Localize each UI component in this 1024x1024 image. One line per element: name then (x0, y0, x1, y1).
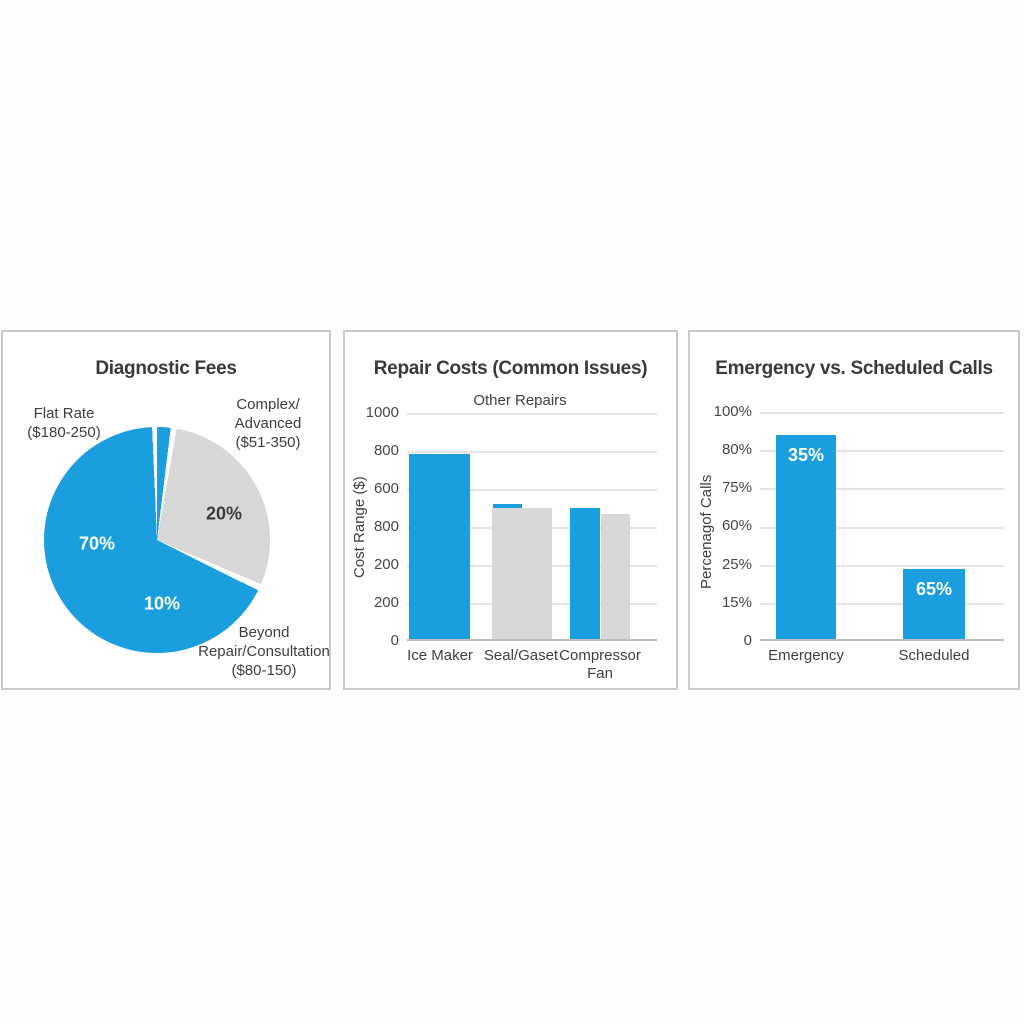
y-tick-label: 75% (721, 479, 752, 496)
bar-seal-gaset-grey (492, 507, 552, 639)
x-tick-label-emergency: Emergency (768, 647, 844, 664)
bar-compressor-fan-grey (601, 513, 630, 639)
slice-label-line: ($51-350) (235, 434, 301, 451)
gridline (760, 412, 1004, 414)
repair-costs-card: Repair Costs (Common Issues) Other Repai… (343, 330, 678, 690)
bar-value-label: 65% (915, 579, 953, 600)
x-tick-label-ice-maker: Ice Maker (407, 647, 473, 664)
gridline (760, 450, 1004, 452)
y-tick-label: 80% (721, 441, 752, 458)
gridline (407, 413, 657, 415)
x-tick-label-compressor-fan: Compressor Fan (559, 647, 641, 683)
y-tick-label: 100% (713, 403, 752, 420)
x-tick-line: Compressor (559, 647, 641, 664)
slice-label-line: Complex/ (236, 396, 300, 413)
chart-subtitle: Other Repairs (473, 392, 567, 409)
x-tick-line: Fan (587, 665, 613, 682)
pie-chart (44, 427, 270, 653)
gridline (407, 451, 657, 453)
y-tick-label: 15% (721, 594, 752, 611)
y-tick-label: 0 (390, 632, 399, 649)
y-tick-label: 1000 (365, 404, 399, 421)
gridline (407, 489, 657, 491)
gridline (760, 564, 1004, 567)
y-tick-label: 25% (721, 556, 752, 573)
slice-value-label: 10% (143, 593, 181, 614)
slice-label-line: Flat Rate (33, 405, 95, 422)
bar-emergency: 35% (776, 435, 836, 639)
y-tick-label: 800 (373, 518, 399, 535)
x-tick-label-seal-gaset: Seal/Gaset (483, 647, 559, 664)
y-tick-label: 800 (373, 442, 399, 459)
slice-label-flat-rate: Flat Rate ($180-250) (27, 404, 100, 442)
plot-area: 35% 65% (760, 412, 1004, 641)
chart-title: Emergency vs. Scheduled Calls (715, 358, 993, 379)
chart-title: Diagnostic Fees (95, 358, 237, 379)
slice-label-line: ($80-150) (231, 662, 297, 679)
bar-ice-maker-blue (409, 454, 470, 639)
gridline (760, 526, 1004, 529)
x-axis-line (760, 639, 1004, 641)
x-tick-label-scheduled: Scheduled (898, 647, 970, 664)
slice-label-complex-advanced: Complex/ Advanced ($51-350) (235, 395, 302, 452)
plot-area (407, 413, 657, 641)
chart-title: Repair Costs (Common Issues) (373, 358, 648, 379)
y-tick-label: 0 (743, 632, 752, 649)
gridline (760, 488, 1004, 490)
slice-value-label: 70% (78, 533, 116, 554)
y-tick-label: 60% (721, 517, 752, 534)
slice-label-line: ($180-250) (27, 424, 101, 441)
y-tick-label: 200 (373, 556, 399, 573)
slice-value-label: 20% (205, 503, 243, 524)
diagnostic-fees-card: Diagnostic Fees Flat Rate ($180-250) Com… (1, 330, 331, 690)
x-axis-line (407, 639, 657, 641)
bar-compressor-fan-blue (570, 507, 600, 639)
emergency-scheduled-card: Emergency vs. Scheduled Calls Percenagof… (688, 330, 1020, 690)
bar-value-label: 35% (787, 445, 825, 466)
slice-label-line: Beyond (238, 624, 290, 641)
y-tick-label: 600 (373, 480, 399, 497)
slice-label-line: Repair/Consultation (198, 643, 330, 660)
gridline (760, 603, 1004, 605)
slice-label-line: Advanced (234, 415, 302, 432)
bar-scheduled: 65% (903, 569, 965, 639)
y-tick-label: 200 (373, 594, 399, 611)
slice-label-beyond-repair: Beyond Repair/Consultation ($80-150) (198, 623, 330, 680)
